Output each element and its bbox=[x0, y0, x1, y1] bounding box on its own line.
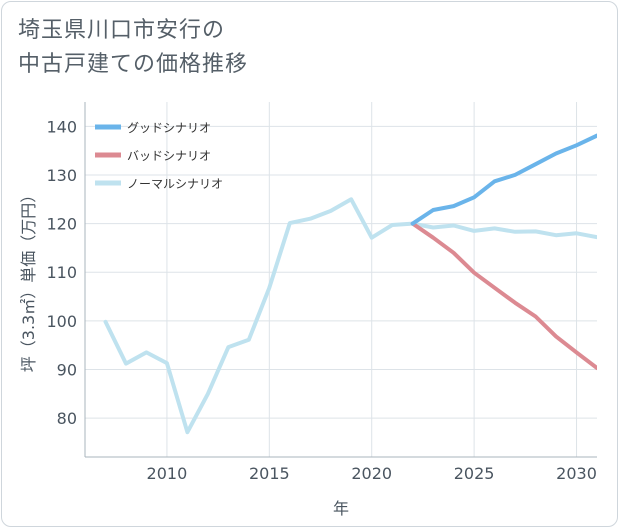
x-tick-label: 2015 bbox=[249, 464, 290, 483]
chart-title: 埼玉県川口市安行の 中古戸建ての価格推移 bbox=[18, 14, 418, 82]
series-line-good bbox=[410, 133, 597, 226]
x-tick-label: 2010 bbox=[147, 464, 188, 483]
x-tick-label: 2025 bbox=[454, 464, 495, 483]
y-tick-label: 100 bbox=[46, 312, 77, 331]
chart-title-line-2: 中古戸建ての価格推移 bbox=[18, 52, 249, 77]
series-lines bbox=[103, 133, 597, 435]
y-axis-label: 坪（3.3㎡）単価（万円） bbox=[19, 187, 38, 372]
grid-lines bbox=[85, 102, 597, 457]
legend-label-good: グッドシナリオ bbox=[127, 121, 211, 135]
chart-title-line-1: 埼玉県川口市安行の bbox=[18, 18, 226, 43]
x-tick-label: 2020 bbox=[351, 464, 392, 483]
series-line-normal bbox=[103, 197, 597, 435]
axes: 80 90 100 110 120 130 140 2010 2015 2020 2025 2030 bbox=[46, 102, 597, 483]
y-tick-label: 110 bbox=[46, 263, 77, 282]
x-axis-label: 年 bbox=[333, 499, 349, 518]
y-tick-label: 120 bbox=[46, 215, 77, 234]
x-tick-label: 2030 bbox=[556, 464, 597, 483]
y-tick-label: 80 bbox=[57, 409, 77, 428]
y-tick-label: 90 bbox=[57, 360, 77, 379]
legend-label-bad: バッドシナリオ bbox=[127, 149, 211, 163]
y-tick-label: 130 bbox=[46, 166, 77, 185]
legend-label-normal: ノーマルシナリオ bbox=[127, 177, 223, 191]
series-line-bad bbox=[410, 221, 597, 370]
y-tick-label: 140 bbox=[46, 117, 77, 136]
